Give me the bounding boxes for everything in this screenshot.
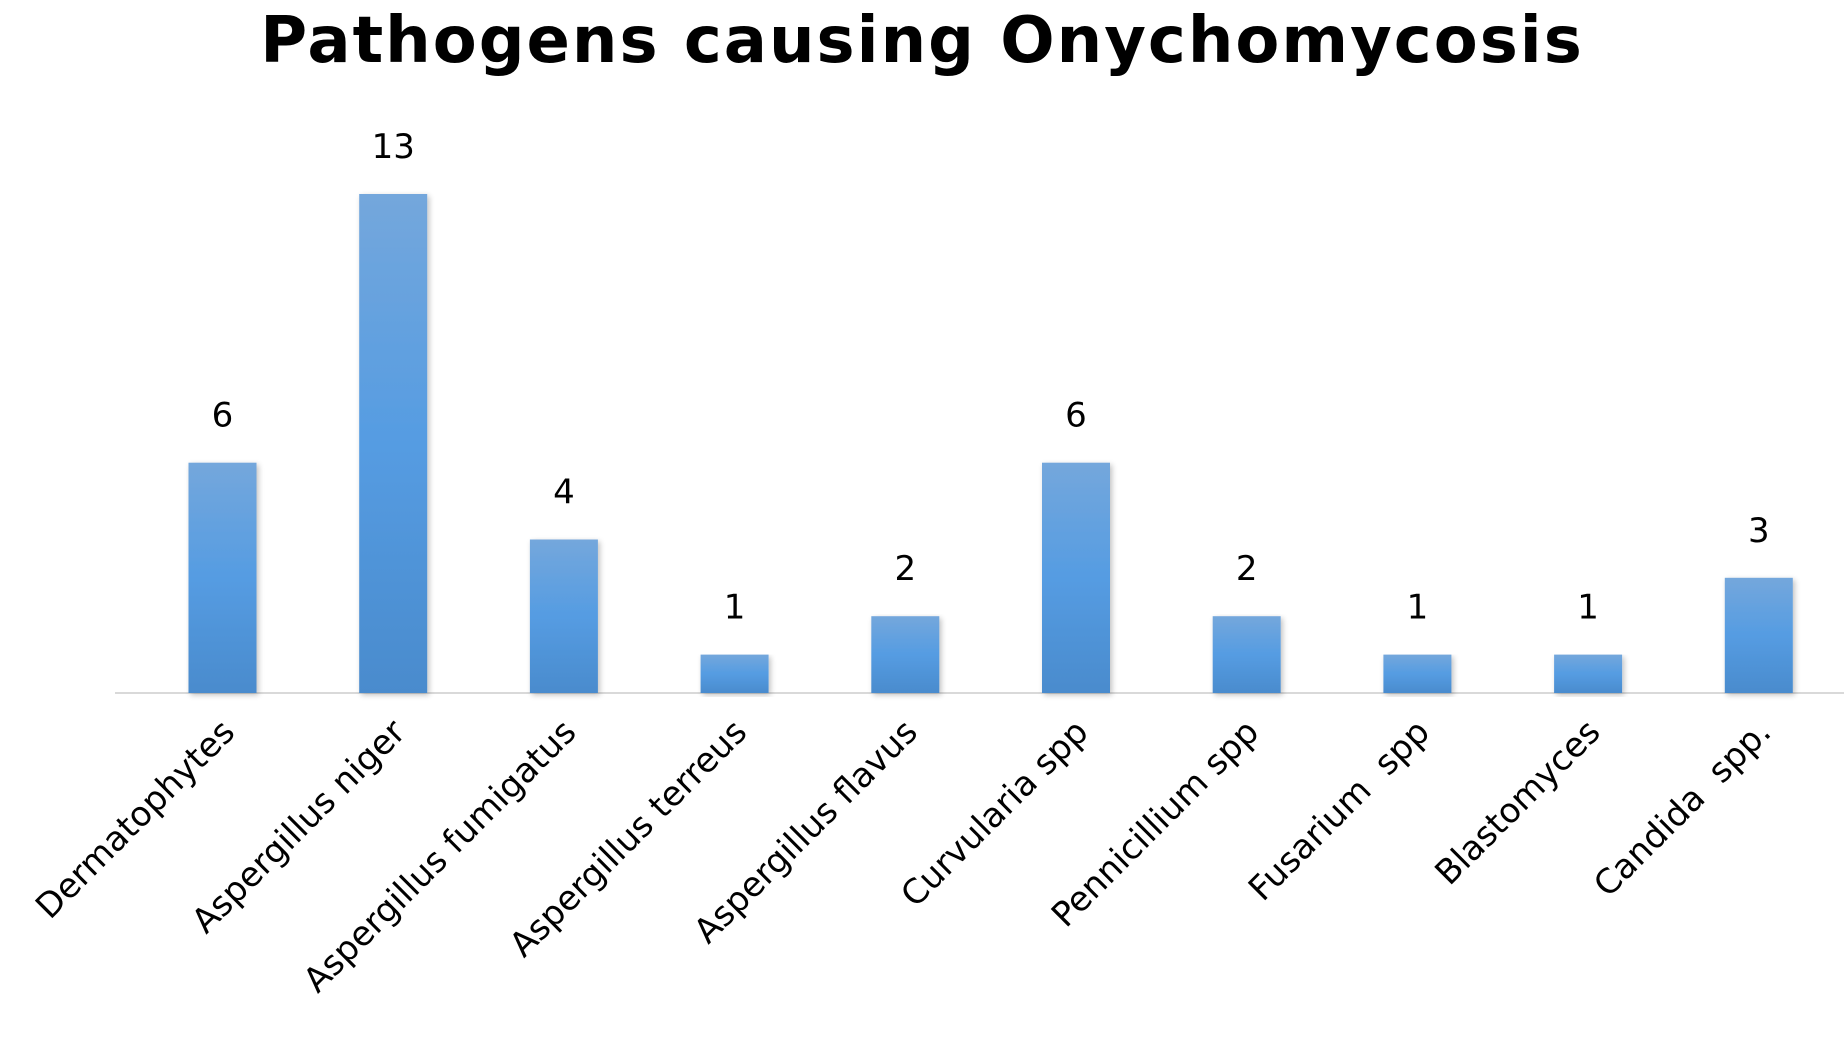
chart-title: Pathogens causing Onychomycosis	[260, 4, 1584, 78]
data-label-fusarium-spp: 1	[1407, 588, 1429, 628]
data-label-aspergillus-fumigatus: 4	[553, 473, 575, 513]
tick-label-aspergillus-fumigatus: Aspergillus fumigatus	[296, 712, 584, 1000]
bar-aspergillus-fumigatus	[529, 539, 598, 693]
bar-pennicillium-spp	[1212, 616, 1281, 693]
tick-label-fusarium-spp: Fusarium spp	[1241, 712, 1438, 909]
bar-aspergillus-niger	[359, 194, 428, 693]
bar-fusarium-spp	[1383, 654, 1452, 693]
bar-dermatophytes	[188, 462, 257, 693]
bar-candida-spp	[1724, 577, 1793, 693]
data-label-aspergillus-terreus: 1	[724, 588, 746, 628]
bar-blastomyces	[1554, 654, 1623, 693]
data-label-aspergillus-niger: 13	[372, 127, 415, 167]
bar-aspergillus-terreus	[700, 654, 769, 693]
tick-label-blastomyces: Blastomyces	[1427, 712, 1608, 893]
data-label-pennicillium-spp: 2	[1236, 549, 1258, 589]
bar-curvularia-spp	[1042, 462, 1110, 693]
data-label-blastomyces: 1	[1577, 588, 1599, 628]
tick-label-candida-spp: Candida spp.	[1586, 712, 1779, 905]
data-label-curvularia-spp: 6	[1065, 396, 1087, 436]
data-label-dermatophytes: 6	[212, 396, 234, 436]
bar-series	[188, 194, 1793, 693]
data-label-candida-spp: 3	[1748, 511, 1770, 551]
data-label-aspergillus-flavus: 2	[894, 549, 916, 589]
bar-aspergillus-flavus	[871, 616, 940, 693]
